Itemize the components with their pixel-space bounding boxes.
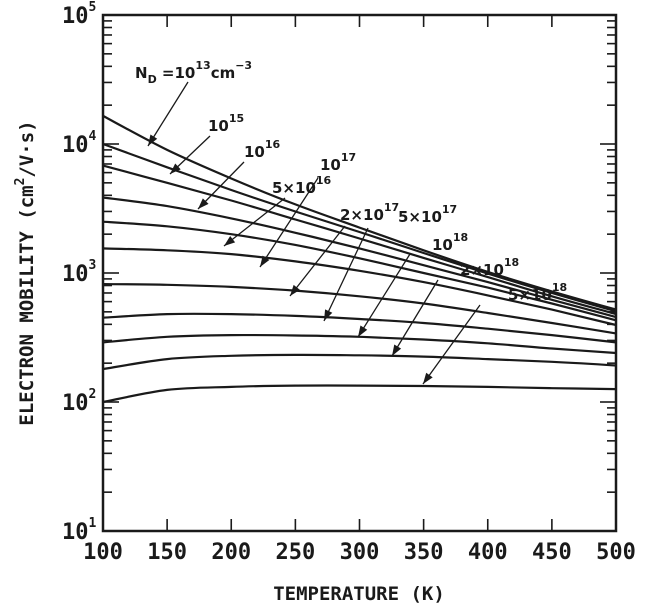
x-tick-label: 100 xyxy=(83,540,123,565)
curve-label: 1018 xyxy=(432,231,468,254)
series-line-2 xyxy=(102,142,617,313)
series-line-3 xyxy=(102,164,617,316)
curve-annotations: ND =1013cm−3101510165×101610172×10175×10… xyxy=(135,59,567,304)
series-line-5 xyxy=(102,220,617,322)
x-tick-label: 200 xyxy=(211,540,251,565)
series-line-9 xyxy=(102,333,617,355)
x-tick-label: 250 xyxy=(276,540,316,565)
x-axis-title: TEMPERATURE (K) xyxy=(273,583,445,605)
curve-label: 5×1018 xyxy=(508,281,567,304)
x-tick-label: 150 xyxy=(147,540,187,565)
x-tick-label: 300 xyxy=(340,540,380,565)
x-tick-label: 400 xyxy=(468,540,508,565)
curve-label: ND =1013cm−3 xyxy=(135,59,252,86)
svg-text:ELECTRON MOBILITY (cm2/V·s): ELECTRON MOBILITY (cm2/V·s) xyxy=(13,120,38,425)
arrowhead xyxy=(224,236,236,246)
y-axis-title-exp: 2 xyxy=(13,178,28,186)
series-line-10 xyxy=(102,353,617,371)
annotation-leader xyxy=(422,304,481,385)
annotation-leader xyxy=(223,197,286,247)
series-line-8 xyxy=(102,312,617,344)
y-axis-title: ELECTRON MOBILITY (cm2/V·s) xyxy=(13,120,38,425)
y-tick-label: 102 xyxy=(62,387,96,416)
annotation-leader xyxy=(289,225,346,297)
series-line-7 xyxy=(102,283,617,335)
arrowhead xyxy=(358,325,368,337)
arrowhead xyxy=(148,134,158,146)
series-line-4 xyxy=(102,196,617,319)
arrowhead xyxy=(260,255,270,267)
y-tick-label: 104 xyxy=(62,129,97,158)
x-tick-label: 450 xyxy=(532,540,572,565)
curve-label: 1017 xyxy=(320,151,356,174)
annotation-leader xyxy=(323,227,369,322)
series-line-11 xyxy=(102,384,617,404)
series-line-6 xyxy=(102,247,617,327)
curve-label: 2×1018 xyxy=(460,256,519,279)
x-tick-label: 350 xyxy=(404,540,444,565)
curve-label: 1015 xyxy=(208,112,244,135)
arrowhead xyxy=(170,163,181,174)
curve-label: 2×1017 xyxy=(340,201,399,224)
arrowhead xyxy=(392,344,402,356)
annotation-leader xyxy=(259,177,319,268)
annotation-leader xyxy=(357,253,411,338)
y-axis-title-tail: /V·s) xyxy=(16,120,38,177)
curve-label: 5×1017 xyxy=(398,203,457,226)
arrowhead xyxy=(290,284,300,296)
y-tick-label: 101 xyxy=(62,516,97,545)
curve-label: 5×1016 xyxy=(272,174,332,197)
y-axis-title-main: ELECTRON MOBILITY (cm xyxy=(16,185,38,425)
axis-ticks xyxy=(102,14,617,532)
y-tick-label: 103 xyxy=(62,258,96,287)
x-tick-label: 500 xyxy=(596,540,636,565)
annotation-leaders xyxy=(147,81,481,385)
curve-label: 1016 xyxy=(244,138,281,161)
arrowhead xyxy=(423,372,433,384)
x-tick-labels: 100 150 200 250 300 350 400 450 500 xyxy=(83,540,636,565)
annotation-leader xyxy=(391,279,439,357)
plot-frame xyxy=(101,13,618,533)
y-tick-labels: 101 102 103 104 105 xyxy=(62,0,97,545)
arrowhead xyxy=(324,309,333,321)
annotation-leader xyxy=(147,81,189,147)
data-series xyxy=(102,114,617,404)
arrowhead xyxy=(198,198,209,209)
y-tick-label: 105 xyxy=(62,0,96,29)
